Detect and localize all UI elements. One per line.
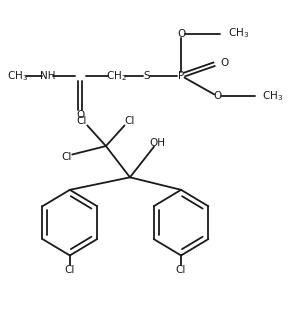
Text: CH$_2$: CH$_2$: [106, 69, 127, 83]
Text: CH$_3$: CH$_3$: [7, 69, 28, 83]
Text: P: P: [178, 71, 184, 81]
Text: O: O: [177, 29, 185, 39]
Text: Cl: Cl: [77, 116, 87, 126]
Text: Cl: Cl: [125, 116, 135, 126]
Text: O: O: [221, 58, 229, 68]
Text: O: O: [76, 110, 85, 120]
Text: CH$_3$: CH$_3$: [262, 89, 284, 103]
Text: CH$_3$: CH$_3$: [228, 27, 249, 41]
Text: S: S: [143, 71, 150, 81]
Text: Cl: Cl: [62, 152, 72, 162]
Text: O: O: [213, 91, 221, 101]
Text: Cl: Cl: [65, 265, 75, 275]
Text: OH: OH: [149, 138, 165, 148]
Text: NH: NH: [40, 71, 55, 81]
Text: Cl: Cl: [176, 265, 186, 275]
